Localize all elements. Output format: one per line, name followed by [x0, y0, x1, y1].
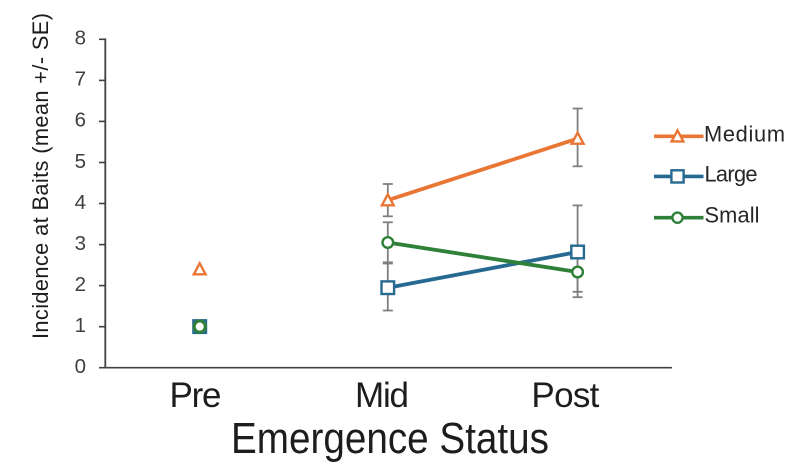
svg-text:Large: Large [705, 161, 758, 186]
svg-text:4: 4 [75, 191, 86, 214]
svg-text:Emergence Status: Emergence Status [231, 414, 549, 463]
svg-text:Incidence at Baits (mean +/- S: Incidence at Baits (mean +/- SE) [28, 13, 53, 339]
svg-text:Pre: Pre [170, 376, 222, 415]
svg-text:Mid: Mid [355, 376, 409, 415]
svg-text:Medium: Medium [704, 121, 785, 146]
svg-text:5: 5 [75, 150, 86, 173]
svg-text:3: 3 [75, 232, 86, 255]
svg-text:8: 8 [75, 27, 86, 50]
svg-text:1: 1 [75, 314, 86, 337]
svg-text:0: 0 [75, 355, 86, 378]
svg-text:Post: Post [531, 376, 599, 415]
svg-text:2: 2 [75, 273, 86, 296]
svg-text:7: 7 [75, 68, 86, 91]
svg-text:6: 6 [75, 109, 86, 132]
svg-text:Small: Small [705, 203, 760, 228]
